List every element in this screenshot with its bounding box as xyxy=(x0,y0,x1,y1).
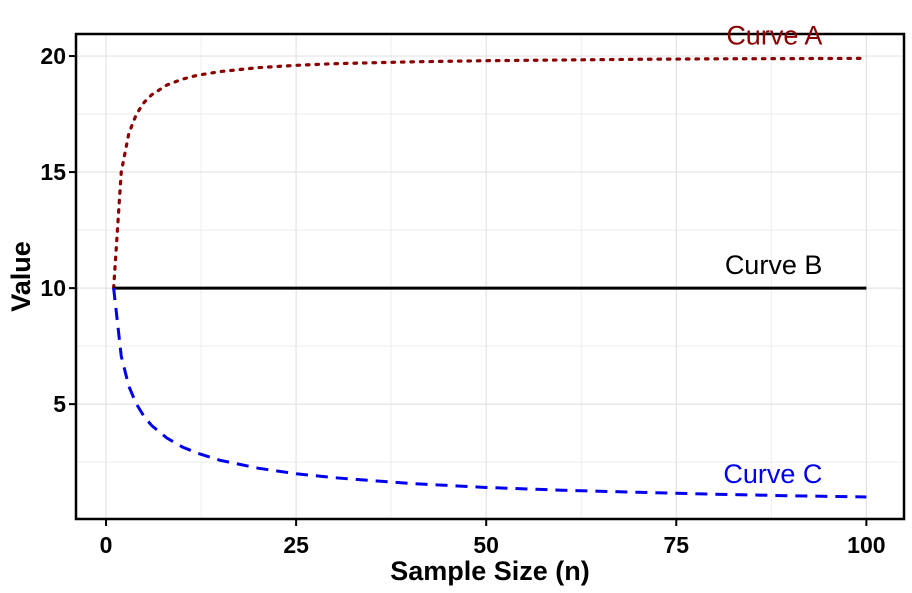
series-line-curve-a xyxy=(112,56,868,290)
series-line-curve-c xyxy=(112,287,867,499)
y-tick-label: 5 xyxy=(53,391,66,417)
x-tick-label: 0 xyxy=(100,532,113,558)
y-tick-label: 10 xyxy=(40,275,66,301)
x-tick-label: 100 xyxy=(847,532,885,558)
y-tick-label: 15 xyxy=(40,159,66,185)
curve-label-curve-a: Curve A xyxy=(726,20,822,50)
gridlines xyxy=(76,34,904,519)
curve-labels: Curve A Curve B Curve C xyxy=(723,20,822,489)
x-axis-title: Sample Size (n) xyxy=(390,556,590,586)
plot-panel xyxy=(74,32,906,521)
x-tick-label: 50 xyxy=(473,532,499,558)
y-tick-label: 20 xyxy=(40,43,66,69)
curve-label-curve-b: Curve B xyxy=(725,250,823,280)
series-layer xyxy=(112,56,868,499)
curve-label-curve-c: Curve C xyxy=(723,459,822,489)
x-tick-label: 25 xyxy=(283,532,309,558)
x-tick-label: 75 xyxy=(663,532,689,558)
y-axis-title: Value xyxy=(6,241,36,312)
axes: 0 25 50 75 100 5 10 15 20 xyxy=(40,43,885,558)
